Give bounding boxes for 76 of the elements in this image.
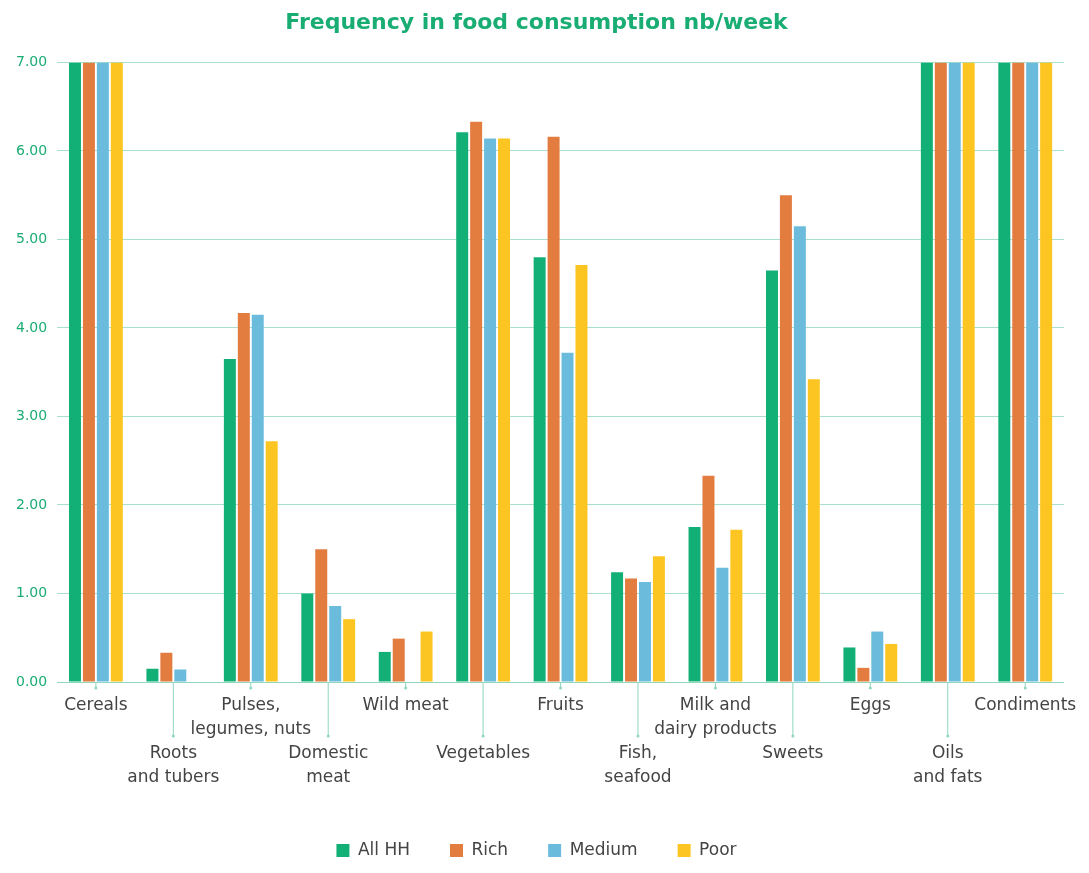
bar — [843, 647, 856, 682]
bar — [793, 226, 806, 682]
bar — [948, 62, 961, 682]
y-tick-label: 5.00 — [16, 230, 48, 247]
bar — [1026, 62, 1039, 682]
bar — [237, 312, 250, 682]
bar — [561, 352, 574, 682]
bar — [779, 195, 792, 682]
bar — [575, 265, 588, 682]
bar — [265, 441, 278, 682]
bar — [470, 121, 483, 682]
x-tick-label: Pulses, legumes, nuts — [190, 694, 312, 739]
bar — [702, 475, 715, 682]
legend-label: Poor — [699, 838, 737, 859]
bar — [716, 567, 729, 682]
bar — [765, 270, 778, 682]
bar — [1012, 62, 1025, 682]
legend-label: Medium — [569, 838, 638, 859]
y-tick-label: 7.00 — [16, 53, 48, 70]
bar — [638, 581, 651, 682]
bar — [611, 572, 624, 682]
y-tick-label: 6.00 — [16, 141, 48, 158]
bar — [301, 593, 314, 682]
bar — [160, 652, 173, 682]
bar — [484, 138, 497, 682]
x-tick-label: Fruits — [537, 694, 584, 715]
bar — [547, 136, 560, 682]
bar — [498, 138, 511, 682]
bar — [392, 638, 405, 682]
bar — [110, 62, 123, 682]
x-tick-label: Domestic meat — [288, 742, 369, 787]
bar — [174, 669, 187, 682]
x-tick-label: Vegetables — [436, 742, 531, 763]
bar — [315, 549, 328, 682]
x-tick-label: Wild meat — [362, 694, 450, 715]
x-tick-label: Fish, seafood — [604, 742, 672, 787]
bar — [343, 619, 356, 682]
bar — [68, 62, 81, 682]
bar — [533, 257, 546, 682]
x-tick-label: Milk and dairy products — [654, 694, 777, 739]
y-tick-label: 3.00 — [16, 407, 48, 424]
y-tick-label: 2.00 — [16, 495, 48, 512]
x-tick-label: Oils and fats — [913, 742, 983, 787]
bar — [920, 62, 933, 682]
bar — [420, 631, 433, 682]
bar — [962, 62, 975, 682]
x-tick-label: Eggs — [849, 694, 892, 715]
bar — [1040, 62, 1053, 682]
y-tick-label: 0.00 — [16, 672, 48, 689]
x-tick-label: Roots and tubers — [127, 742, 220, 787]
bar — [730, 529, 743, 682]
x-tick-label: Cereals — [64, 694, 128, 715]
bar — [688, 527, 701, 682]
y-tick-label: 4.00 — [16, 318, 48, 335]
bar — [625, 578, 638, 682]
bar — [885, 643, 898, 682]
bar — [456, 132, 469, 682]
x-tick-label: Condiments — [974, 694, 1077, 715]
bar — [378, 651, 391, 682]
x-tick-label: Sweets — [762, 742, 824, 763]
bar — [96, 62, 109, 682]
legend-label: All HH — [357, 838, 410, 859]
legend-label: Rich — [471, 838, 509, 859]
bar — [82, 62, 95, 682]
bar — [934, 62, 947, 682]
chart-title: Frequency in food consumption nb/week — [285, 8, 790, 34]
bar — [652, 556, 665, 682]
bar — [329, 605, 342, 682]
bar — [807, 379, 820, 682]
bar — [223, 358, 236, 682]
y-tick-label: 1.00 — [16, 584, 48, 601]
bar — [146, 668, 159, 682]
bar — [998, 62, 1011, 682]
bar — [871, 631, 884, 682]
bar — [857, 667, 870, 682]
bar — [251, 314, 264, 682]
